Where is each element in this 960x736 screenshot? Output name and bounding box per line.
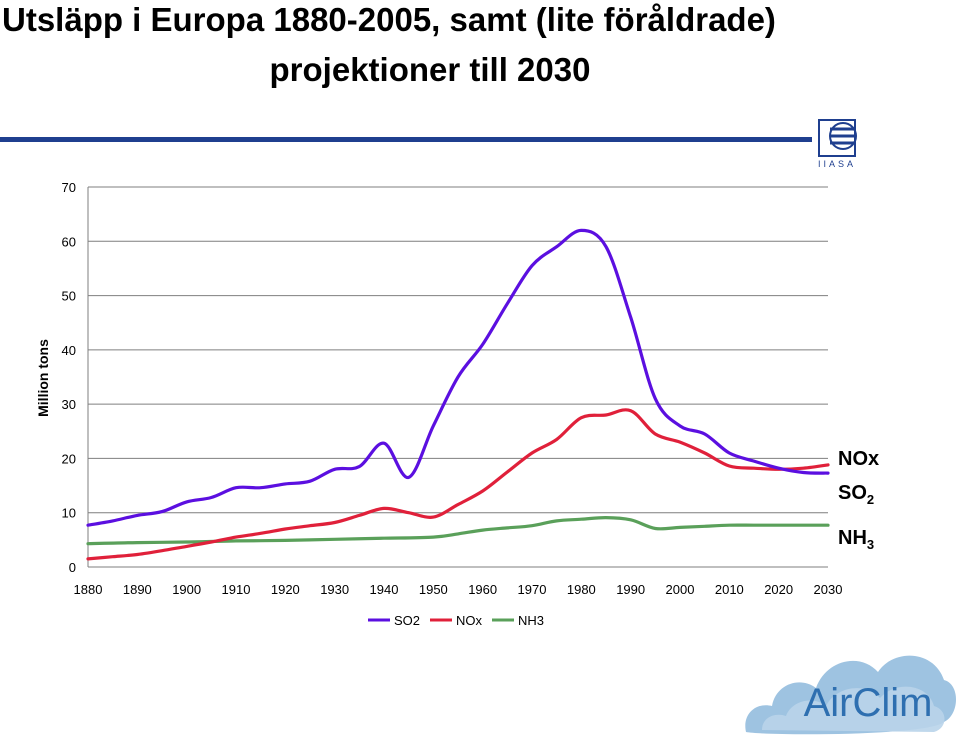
series-line-nh3 bbox=[86, 515, 830, 546]
y-tick-label: 0 bbox=[69, 560, 76, 575]
x-tick-label: 2020 bbox=[764, 582, 793, 597]
x-tick-label: 1980 bbox=[567, 582, 596, 597]
legend-label-so2: SO2 bbox=[394, 613, 420, 628]
y-tick-label: 60 bbox=[62, 234, 76, 249]
airclim-logo: AirClim bbox=[745, 655, 956, 735]
side-label-so2: SO2 bbox=[838, 482, 875, 507]
x-tick-label: 1990 bbox=[616, 582, 645, 597]
y-tick-label: 30 bbox=[62, 397, 76, 412]
y-tick-label: 70 bbox=[62, 180, 76, 195]
x-tick-label: 1880 bbox=[74, 582, 103, 597]
legend-label-nox: NOx bbox=[456, 613, 483, 628]
axes bbox=[87, 187, 828, 568]
y-tick-label: 10 bbox=[62, 506, 76, 521]
title-line-2: projektioner till 2030 bbox=[269, 51, 591, 88]
series-lines bbox=[86, 228, 830, 561]
x-tick-label: 2030 bbox=[814, 582, 843, 597]
x-tick-label: 1900 bbox=[172, 582, 201, 597]
x-tick-label: 1890 bbox=[123, 582, 152, 597]
x-tick-label: 1930 bbox=[320, 582, 349, 597]
x-tick-label: 1960 bbox=[468, 582, 497, 597]
y-tick-label: 50 bbox=[62, 289, 76, 304]
legend: SO2 NOx NH3 bbox=[368, 613, 544, 628]
legend-label-nh3: NH3 bbox=[518, 613, 544, 628]
iiasa-logo-text: IIASA bbox=[818, 159, 856, 169]
airclim-logo-text: AirClim bbox=[804, 681, 933, 725]
side-label-nox: NOx bbox=[838, 448, 880, 470]
grid-lines bbox=[88, 186, 828, 514]
x-tick-label: 2010 bbox=[715, 582, 744, 597]
series-line-so2 bbox=[86, 228, 830, 527]
header-rule bbox=[0, 137, 812, 142]
y-tick-label: 20 bbox=[62, 451, 76, 466]
x-tick-label: 2000 bbox=[666, 582, 695, 597]
series-line-nox bbox=[86, 408, 830, 561]
side-label-nh3: NH3 bbox=[838, 527, 875, 552]
x-tick-label: 1970 bbox=[518, 582, 547, 597]
iiasa-logo: IIASA bbox=[818, 119, 857, 169]
x-tick-label: 1920 bbox=[271, 582, 300, 597]
x-tick-label: 1950 bbox=[419, 582, 448, 597]
y-tick-label: 40 bbox=[62, 343, 76, 358]
x-tick-label: 1910 bbox=[222, 582, 251, 597]
y-axis-label: Million tons bbox=[35, 339, 51, 417]
title-line-1: Utsläpp i Europa 1880-2005, samt (lite f… bbox=[2, 1, 776, 38]
x-tick-label: 1940 bbox=[370, 582, 399, 597]
